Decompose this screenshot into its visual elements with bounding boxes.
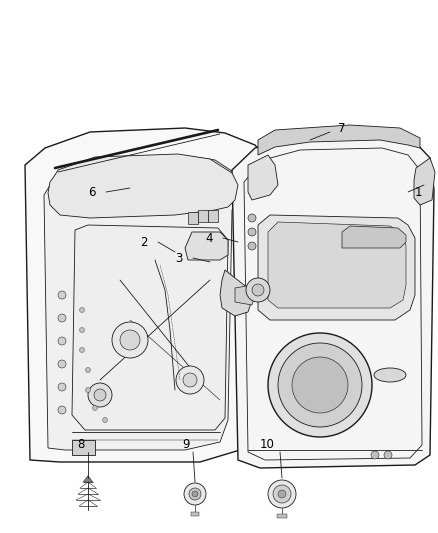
Text: 7: 7 (338, 122, 346, 134)
Circle shape (85, 367, 91, 373)
Circle shape (92, 406, 98, 410)
Circle shape (58, 314, 66, 322)
Polygon shape (198, 210, 208, 222)
Polygon shape (191, 512, 199, 516)
Circle shape (58, 337, 66, 345)
Circle shape (112, 322, 148, 358)
Circle shape (58, 360, 66, 368)
Circle shape (120, 330, 140, 350)
Polygon shape (25, 128, 272, 462)
Circle shape (246, 278, 270, 302)
Polygon shape (258, 215, 415, 320)
Circle shape (94, 389, 106, 401)
Polygon shape (72, 440, 95, 455)
Polygon shape (277, 514, 287, 518)
Polygon shape (188, 212, 198, 224)
Circle shape (88, 383, 112, 407)
Polygon shape (235, 285, 255, 305)
Circle shape (80, 348, 85, 352)
Text: 10: 10 (260, 438, 275, 450)
Circle shape (292, 357, 348, 413)
Polygon shape (414, 158, 435, 205)
Polygon shape (84, 476, 92, 482)
Circle shape (183, 373, 197, 387)
Circle shape (58, 291, 66, 299)
Circle shape (248, 242, 256, 250)
Polygon shape (44, 155, 245, 450)
Circle shape (85, 387, 91, 392)
Circle shape (273, 485, 291, 503)
Text: 8: 8 (78, 438, 85, 450)
Circle shape (192, 491, 198, 497)
Circle shape (176, 366, 204, 394)
Text: 2: 2 (141, 236, 148, 248)
Circle shape (189, 488, 201, 500)
Text: 9: 9 (183, 438, 190, 450)
Text: 6: 6 (88, 185, 96, 198)
Text: 4: 4 (205, 231, 213, 245)
Circle shape (384, 451, 392, 459)
Polygon shape (185, 232, 228, 260)
Polygon shape (208, 210, 218, 222)
Polygon shape (248, 155, 278, 200)
Polygon shape (72, 225, 228, 430)
Text: 1: 1 (415, 185, 423, 198)
Circle shape (252, 284, 264, 296)
Circle shape (80, 308, 85, 312)
Polygon shape (232, 135, 434, 468)
Circle shape (278, 490, 286, 498)
Ellipse shape (374, 368, 406, 382)
Circle shape (248, 228, 256, 236)
Polygon shape (48, 154, 238, 218)
Circle shape (371, 451, 379, 459)
Circle shape (80, 327, 85, 333)
Circle shape (184, 483, 206, 505)
Circle shape (248, 214, 256, 222)
Polygon shape (258, 125, 420, 155)
Circle shape (58, 383, 66, 391)
Circle shape (268, 480, 296, 508)
Circle shape (58, 406, 66, 414)
Circle shape (278, 343, 362, 427)
Polygon shape (220, 270, 252, 316)
Circle shape (268, 333, 372, 437)
Polygon shape (268, 222, 406, 308)
Polygon shape (342, 226, 406, 248)
Circle shape (102, 417, 107, 423)
Text: 3: 3 (176, 252, 183, 264)
